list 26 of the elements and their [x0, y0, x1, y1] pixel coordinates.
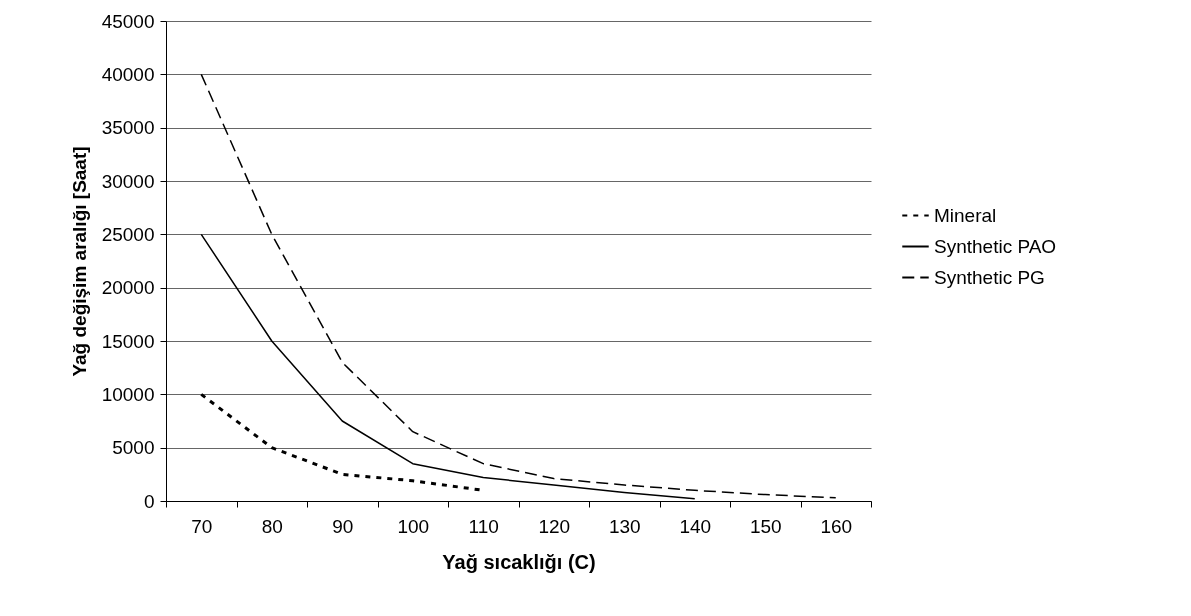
- y-tick-label: 45000: [101, 10, 155, 32]
- legend-label: Mineral: [934, 204, 997, 226]
- x-tick-label: 120: [538, 515, 571, 537]
- x-tick-label: 110: [468, 515, 499, 537]
- y-tick-label: 35000: [101, 117, 155, 139]
- x-tick-label: 80: [261, 515, 283, 537]
- y-tick-label: 30000: [101, 170, 155, 192]
- y-tick-label: 5000: [112, 437, 155, 459]
- y-tick-label: 40000: [101, 63, 155, 85]
- y-tick-label: 10000: [101, 383, 155, 405]
- x-tick-label: 140: [679, 515, 712, 537]
- legend-label: Synthetic PAO: [934, 235, 1057, 257]
- x-tick-label: 150: [749, 515, 782, 537]
- y-tick-label: 15000: [101, 330, 155, 352]
- y-tick-label: 20000: [101, 277, 155, 299]
- x-tick-label: 90: [332, 515, 354, 537]
- y-tick-label: 25000: [101, 223, 155, 245]
- y-tick-label: 0: [143, 490, 155, 512]
- line-series: [200, 73, 837, 499]
- x-tick-label: 70: [191, 515, 213, 537]
- y-axis-title: Yağ değişim aralığı [Saat]: [68, 146, 90, 377]
- legend-label: Synthetic PG: [934, 266, 1045, 288]
- x-tick-label: 130: [608, 515, 641, 537]
- x-tick-label: 100: [397, 515, 430, 537]
- x-tick-label: 160: [820, 515, 853, 537]
- x-axis-title: Yağ sıcaklığı (C): [442, 550, 596, 573]
